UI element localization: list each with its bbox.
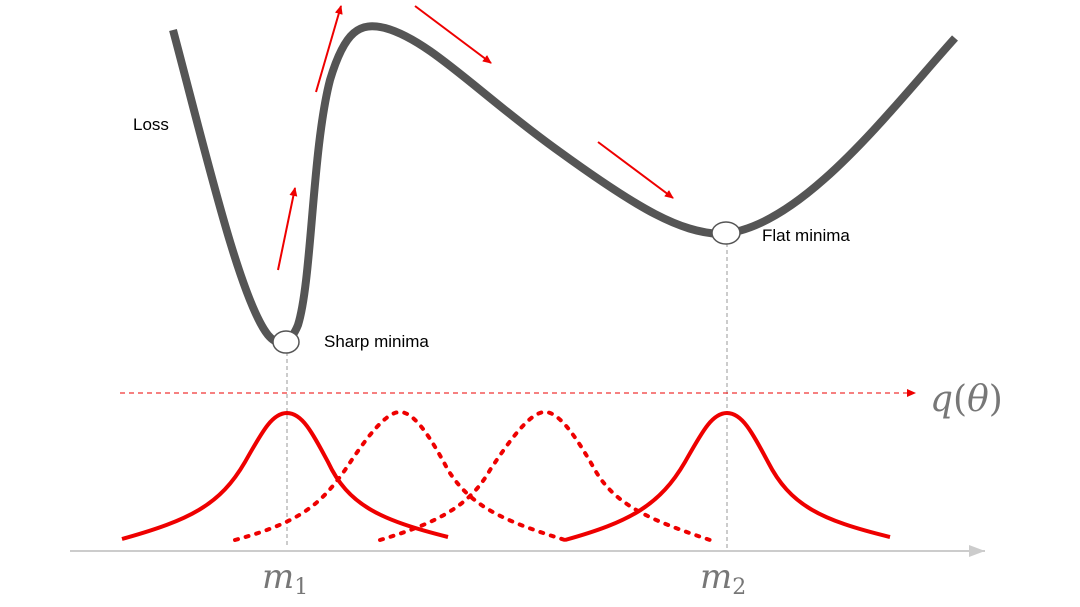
step-arrow-4 bbox=[597, 141, 674, 199]
q-paren-open: ( bbox=[953, 379, 967, 420]
flat-minima-label: Flat minima bbox=[762, 226, 850, 245]
m2-base: m bbox=[700, 557, 732, 597]
m1-label: m1 bbox=[262, 557, 308, 600]
m2-label: m2 bbox=[700, 557, 746, 600]
posterior-dotted-1 bbox=[233, 409, 567, 542]
posterior-dotted-2 bbox=[378, 409, 712, 542]
posterior-m1-solid bbox=[121, 410, 449, 541]
sharp-minima-label: Sharp minima bbox=[324, 332, 429, 351]
loss-label: Loss bbox=[133, 115, 169, 134]
q-symbol: q bbox=[930, 379, 953, 420]
flat-minima-marker bbox=[711, 221, 741, 245]
m2-subscript: 2 bbox=[732, 575, 746, 600]
m1-subscript: 1 bbox=[294, 575, 308, 600]
sharp-minima-marker bbox=[272, 330, 300, 354]
theta-symbol: θ bbox=[967, 379, 989, 420]
step-arrow-1 bbox=[277, 187, 298, 271]
q-theta-label: q(θ) bbox=[930, 379, 1003, 420]
q-paren-close: ) bbox=[989, 379, 1003, 420]
step-arrow-3 bbox=[414, 5, 492, 64]
m1-base: m bbox=[262, 557, 294, 597]
posterior-m2-solid bbox=[564, 410, 891, 542]
step-arrow-2 bbox=[315, 5, 343, 93]
loss-curve bbox=[169, 22, 958, 347]
